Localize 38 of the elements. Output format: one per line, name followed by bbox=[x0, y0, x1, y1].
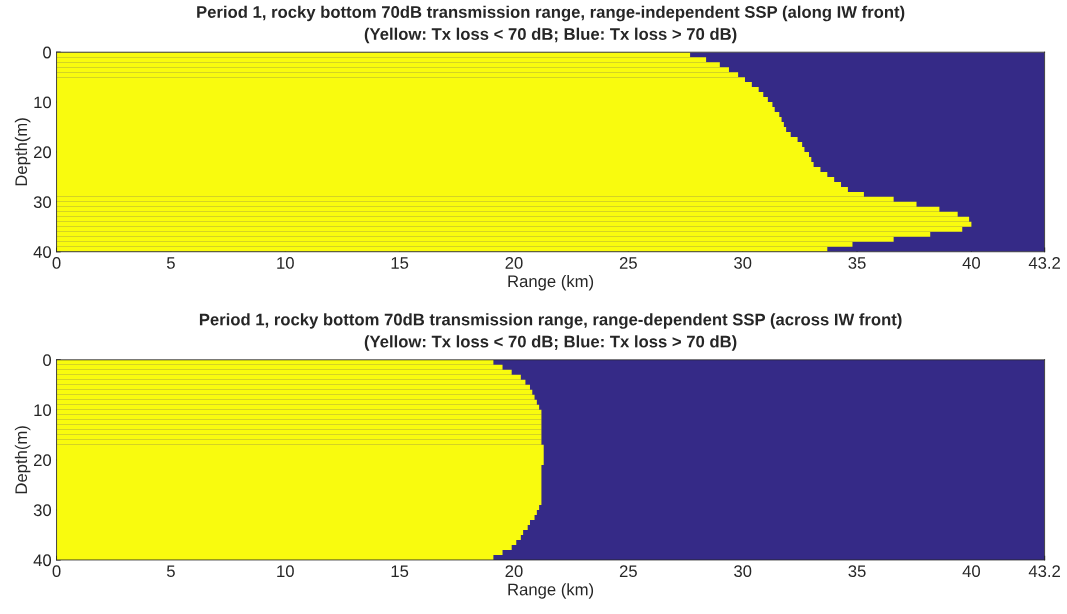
y-tick-label: 20 bbox=[33, 454, 52, 467]
y-tick-label: 40 bbox=[33, 246, 52, 258]
y-tick-label: 0 bbox=[43, 354, 52, 367]
x-tick-label: 10 bbox=[277, 257, 294, 269]
x-tick-label: 35 bbox=[848, 257, 866, 269]
y-axis-title: Depth(m) bbox=[14, 426, 31, 494]
x-tick-label: 20 bbox=[505, 257, 523, 269]
y-tick-label: 30 bbox=[33, 504, 52, 517]
x-axis-title: Range (km) bbox=[508, 274, 594, 291]
y-tick-label: 20 bbox=[33, 146, 52, 159]
x-tick-label: 0 bbox=[52, 565, 61, 578]
x-tick-label: 5 bbox=[166, 257, 175, 269]
x-tick-label: 5 bbox=[166, 565, 175, 578]
y-axis-title: Depth(m) bbox=[14, 118, 31, 186]
x-axis-title: Range (km) bbox=[508, 583, 594, 599]
x-tick-label: 15 bbox=[391, 257, 409, 269]
y-tick-label: 40 bbox=[33, 554, 52, 567]
x-tick-label: 40 bbox=[962, 257, 981, 269]
x-tick-label: 25 bbox=[619, 257, 637, 269]
chart-title: Period 1, rocky bottom 70dB transmission range, range-dependent SSP (across IW front) bbox=[199, 313, 902, 329]
x-tick-label: 30 bbox=[734, 565, 752, 578]
chart-title: Period 1, rocky bottom 70dB transmission range, range-independent SSP (along IW front) bbox=[197, 5, 905, 22]
x-tick-label: 40 bbox=[962, 565, 981, 578]
x-tick-label: 15 bbox=[391, 565, 409, 578]
y-tick-label: 0 bbox=[43, 46, 52, 59]
y-tick-label: 30 bbox=[33, 196, 52, 209]
y-tick-label: 10 bbox=[34, 404, 52, 417]
chart-subtitle: (Yellow: Tx loss < 70 dB; Blue: Tx loss > 70 dB) bbox=[364, 335, 737, 351]
x-tick-label: 20 bbox=[505, 565, 523, 578]
x-tick-label: 30 bbox=[734, 257, 752, 269]
x-tick-label: 10 bbox=[277, 565, 294, 578]
chart-subtitle: (Yellow: Tx loss < 70 dB; Blue: Tx loss > 70 dB) bbox=[364, 27, 737, 44]
x-tick-label: 43.2 bbox=[1028, 257, 1060, 269]
x-tick-label: 0 bbox=[52, 257, 61, 269]
x-tick-label: 25 bbox=[619, 565, 637, 578]
y-tick-label: 10 bbox=[34, 96, 52, 109]
x-tick-label: 35 bbox=[848, 565, 866, 578]
x-tick-label: 43.2 bbox=[1028, 565, 1060, 578]
